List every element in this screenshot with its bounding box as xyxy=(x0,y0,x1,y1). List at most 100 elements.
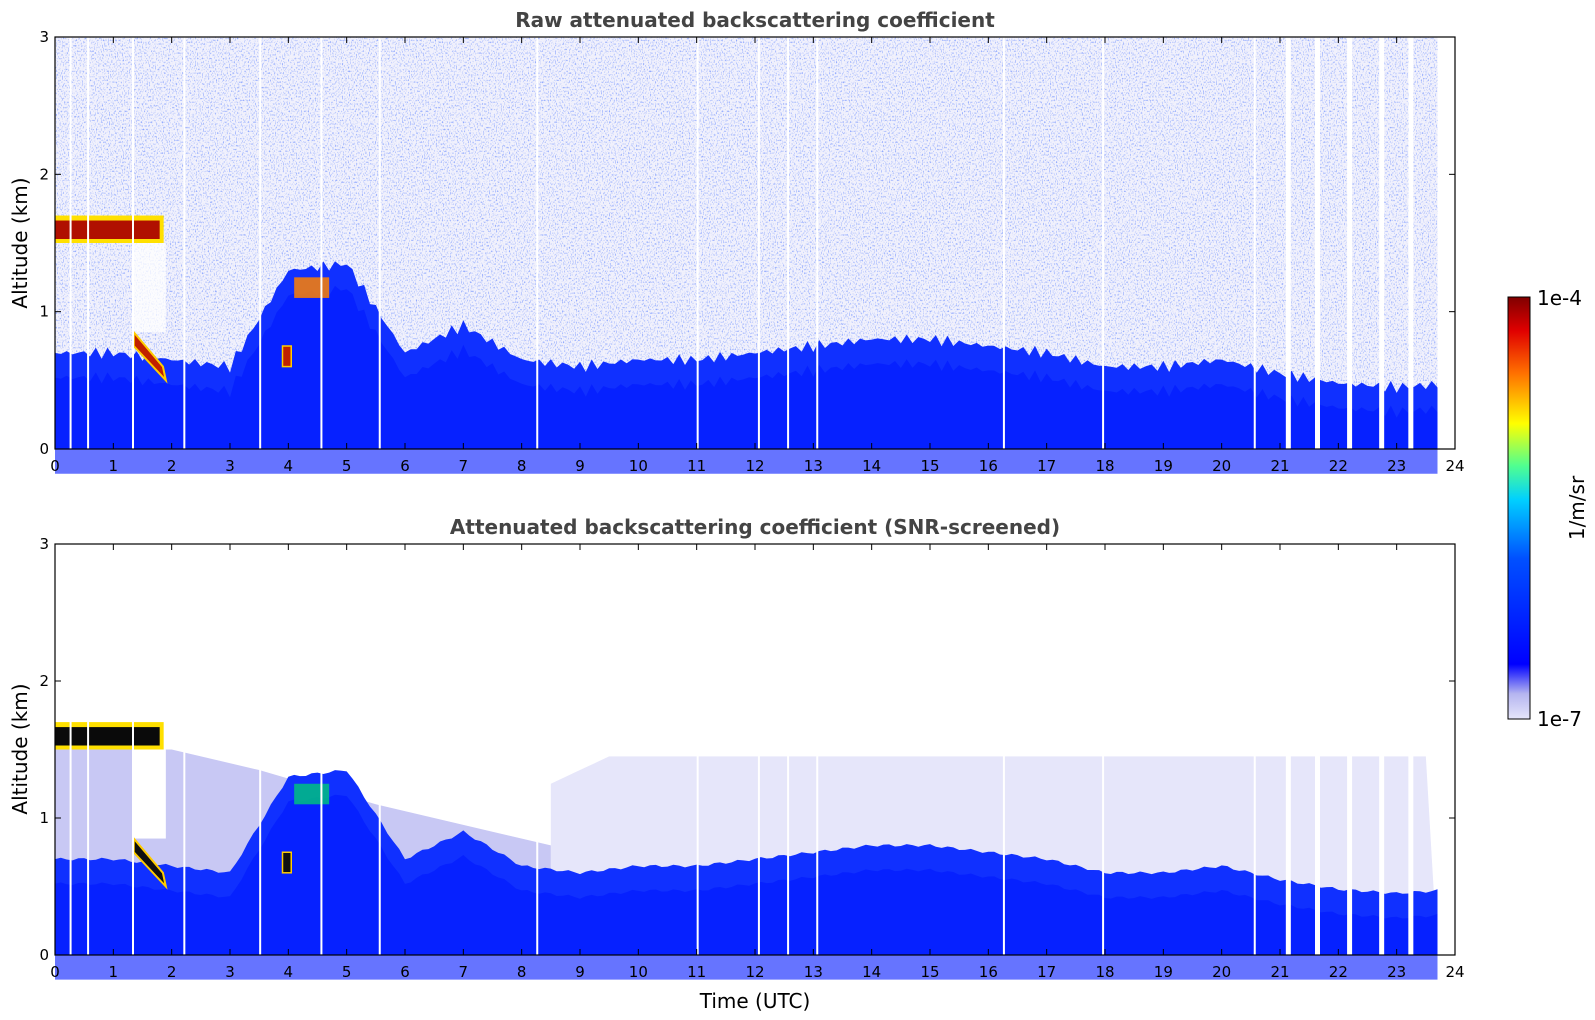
x-tick-label: 23 xyxy=(1387,457,1406,475)
x-tick-label: 19 xyxy=(1154,457,1173,475)
colorbar-gradient xyxy=(1507,296,1531,720)
x-tick-label: 12 xyxy=(745,457,764,475)
x-tick-label: 9 xyxy=(575,963,585,981)
chart-title: Raw attenuated backscattering coefficien… xyxy=(515,8,995,32)
x-tick-label: 2 xyxy=(167,963,177,981)
data-gap-line xyxy=(1285,37,1291,449)
data-gap-line xyxy=(1002,544,1005,955)
data-gap-line xyxy=(696,544,699,955)
data-gap-line xyxy=(1347,37,1353,449)
x-tick-label: 1 xyxy=(109,457,119,475)
x-tick-label: 10 xyxy=(629,457,648,475)
data-gap-line xyxy=(69,37,72,449)
boundary-layer-core xyxy=(55,285,1438,474)
x-tick-label: 7 xyxy=(459,963,469,981)
x-tick-label: 10 xyxy=(629,963,648,981)
cloud-fragment-4h xyxy=(281,851,292,874)
x-tick-label: 17 xyxy=(1037,457,1056,475)
x-tick-label: 15 xyxy=(920,457,939,475)
y-axis-label: Altitude (km) xyxy=(8,683,32,814)
x-tick-label: 0 xyxy=(50,963,60,981)
y-tick-labels: 0 1 2 3 xyxy=(39,535,49,964)
x-tick-label: 14 xyxy=(862,963,881,981)
data-gap-line xyxy=(378,544,381,955)
y-tick-labels: 0 1 2 3 xyxy=(39,28,49,458)
x-tick-labels: 0 1 2 3 4 5 6 7 8 9 10 11 12 13 14 15 16 17 18 19 20 21 22 23 24 xyxy=(50,963,1464,981)
cloud-fragment-4-5h xyxy=(294,783,330,805)
colorbar-unit-label: 1/m/sr xyxy=(1565,475,1589,540)
data-gap-line xyxy=(1347,544,1353,955)
x-tick-label: 8 xyxy=(517,963,527,981)
data-gap-line xyxy=(69,544,72,955)
x-tick-label: 20 xyxy=(1212,963,1231,981)
attenuated-gap xyxy=(133,749,166,839)
no-data-region xyxy=(1437,544,1455,955)
x-tick-label: 9 xyxy=(575,457,585,475)
colorbar-min-label: 1e-7 xyxy=(1537,707,1582,731)
data-gap-line xyxy=(1379,37,1385,449)
heatmap-image xyxy=(55,544,1455,980)
x-tick-label: 22 xyxy=(1329,457,1348,475)
chart-title: Attenuated backscattering coefficient (S… xyxy=(450,515,1060,539)
data-gap-line xyxy=(1253,544,1256,955)
cloud-fragment-4-5h xyxy=(294,277,330,298)
x-tick-label: 3 xyxy=(225,457,235,475)
heatmap-image xyxy=(55,37,1455,474)
y-tick-label: 2 xyxy=(39,672,49,690)
data-gap-line xyxy=(1379,544,1385,955)
x-tick-label: 6 xyxy=(400,963,410,981)
colorbar: 1e-4 1e-7 1/m/sr xyxy=(1507,286,1589,731)
data-gap-line xyxy=(816,37,819,449)
data-gap-line xyxy=(1315,37,1320,449)
x-tick-label: 22 xyxy=(1329,963,1348,981)
data-gap-line xyxy=(320,37,323,449)
x-tick-label: 16 xyxy=(979,963,998,981)
axes-frame xyxy=(54,543,1456,956)
x-tick-label: 8 xyxy=(517,457,527,475)
y-tick-label: 0 xyxy=(39,946,49,964)
y-tick-label: 1 xyxy=(39,809,49,827)
x-tick-label: 5 xyxy=(342,457,352,475)
x-tick-label: 13 xyxy=(804,963,823,981)
boundary-layer-core xyxy=(55,794,1438,980)
data-gap-line xyxy=(1285,544,1291,955)
x-axis-label: Time (UTC) xyxy=(699,989,811,1013)
data-gap-line xyxy=(183,37,186,449)
data-gap-line xyxy=(787,544,790,955)
data-gap-line xyxy=(787,37,790,449)
data-gap-line xyxy=(1315,544,1320,955)
cloud-fragment-4h xyxy=(281,345,292,368)
data-gap-line xyxy=(87,544,90,955)
x-tick-label: 5 xyxy=(342,963,352,981)
data-gap-line xyxy=(1408,37,1414,449)
x-tick-label: 24 xyxy=(1445,457,1464,475)
x-tick-label: 4 xyxy=(284,963,294,981)
x-tick-label: 2 xyxy=(167,457,177,475)
x-tick-label: 20 xyxy=(1212,457,1231,475)
data-gap-line xyxy=(536,544,539,955)
y-axis-label: Altitude (km) xyxy=(8,177,32,308)
attenuated-gap xyxy=(133,243,166,333)
x-tick-label: 24 xyxy=(1445,963,1464,981)
data-gap-line xyxy=(1102,37,1105,449)
raw-backscatter-panel: 0 1 2 3 4 5 6 7 8 9 10 11 12 13 14 15 16 17 18 19 20 21 22 23 24… xyxy=(8,8,1465,475)
x-tick-label: 18 xyxy=(1095,963,1114,981)
x-tick-label: 17 xyxy=(1037,963,1056,981)
x-tick-label: 4 xyxy=(284,457,294,475)
y-tick-label: 0 xyxy=(39,440,49,458)
y-tick-label: 3 xyxy=(39,535,49,553)
x-tick-label: 12 xyxy=(745,963,764,981)
data-gap-line xyxy=(320,544,323,955)
x-tick-label: 6 xyxy=(400,457,410,475)
data-gap-line xyxy=(1002,37,1005,449)
data-gap-line xyxy=(757,544,760,955)
x-tick-label: 3 xyxy=(225,963,235,981)
x-tick-label: 16 xyxy=(979,457,998,475)
x-tick-label: 11 xyxy=(687,963,706,981)
data-gap-line xyxy=(1253,37,1256,449)
data-gap-line xyxy=(816,544,819,955)
x-tick-labels: 0 1 2 3 4 5 6 7 8 9 10 11 12 13 14 15 16 17 18 19 20 21 22 23 24 xyxy=(50,457,1464,475)
x-tick-label: 0 xyxy=(50,457,60,475)
data-gap-line xyxy=(1408,544,1414,955)
